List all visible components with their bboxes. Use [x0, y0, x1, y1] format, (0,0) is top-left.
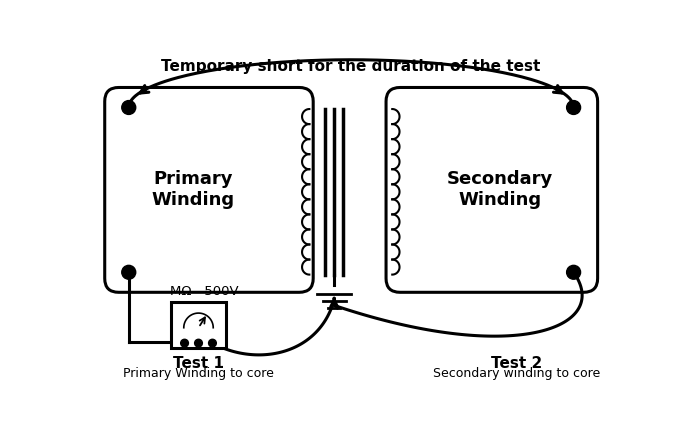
- Text: MΩ   500V: MΩ 500V: [170, 285, 239, 298]
- Circle shape: [566, 265, 581, 279]
- Text: Primary Winding to core: Primary Winding to core: [123, 367, 274, 380]
- Circle shape: [181, 339, 188, 347]
- Circle shape: [209, 339, 216, 347]
- Text: Test 2: Test 2: [491, 356, 542, 371]
- Circle shape: [194, 339, 203, 347]
- Text: Secondary
Winding: Secondary Winding: [446, 171, 553, 209]
- Bar: [171, 301, 227, 348]
- Text: Secondary winding to core: Secondary winding to core: [433, 367, 600, 380]
- Text: Temporary short for the duration of the test: Temporary short for the duration of the …: [161, 59, 541, 74]
- Circle shape: [566, 101, 581, 115]
- Text: Test 1: Test 1: [173, 356, 224, 371]
- Circle shape: [122, 265, 136, 279]
- Circle shape: [122, 101, 136, 115]
- Text: Primary
Winding: Primary Winding: [152, 171, 235, 209]
